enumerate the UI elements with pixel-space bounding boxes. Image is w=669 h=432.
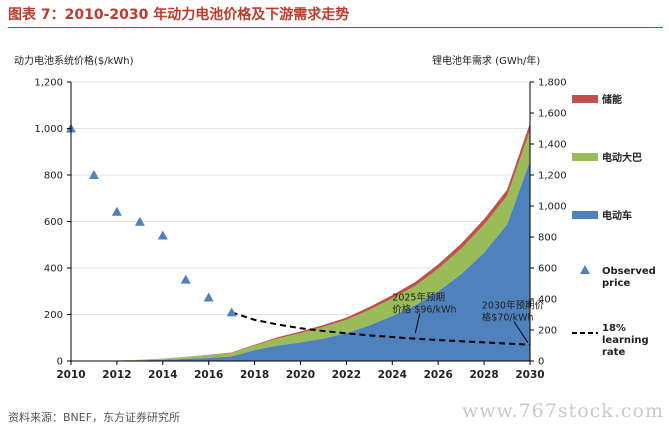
right-tick-label: 1,400 <box>538 140 567 151</box>
line-layer <box>66 123 531 346</box>
x-tick-label: 2012 <box>102 369 131 381</box>
right-tick-label: 1,200 <box>538 171 567 182</box>
source-note: 资料来源：BNEF，东方证券研究所 <box>8 411 181 424</box>
left-tick-label: 1,200 <box>34 78 63 89</box>
right-tick-label: 200 <box>538 326 557 337</box>
x-tick-label: 2014 <box>148 369 177 381</box>
annotation-2025-text: 价格 $96/kWh <box>392 304 456 316</box>
learning-rate-line <box>231 311 531 346</box>
legend-label: price <box>602 278 630 289</box>
legend-label: Observed <box>602 266 656 277</box>
observed-price-marker <box>134 216 145 226</box>
x-tick-label: 2020 <box>286 369 315 381</box>
observed-price-marker <box>157 230 168 240</box>
right-tick-label: 800 <box>538 233 557 244</box>
grid-layer <box>71 81 530 315</box>
legend-label: rate <box>602 347 625 358</box>
annotation-2030-text: 格$70/kWh <box>482 312 534 324</box>
annotation-2030-leader <box>513 321 529 343</box>
left-tick-label: 200 <box>44 310 63 321</box>
car-area <box>93 161 530 361</box>
annotation-2025-leader <box>414 313 421 334</box>
left-tick-label: 800 <box>44 171 63 182</box>
left-tick-label: 1,000 <box>34 124 63 135</box>
x-tick-label: 2018 <box>240 369 269 381</box>
observed-price-marker <box>111 206 122 216</box>
watermark: www.767stock.com <box>462 400 664 422</box>
x-tick-label: 2016 <box>194 369 223 381</box>
right-tick-label: 1,000 <box>538 202 567 213</box>
left-axis-title: 动力电池系统价格($/kWh) <box>14 54 134 67</box>
axes-layer <box>67 81 534 365</box>
area-layer <box>93 123 530 361</box>
observed-price-marker <box>180 274 191 284</box>
right-tick-label: 1,800 <box>538 78 567 89</box>
left-tick-label: 0 <box>57 357 63 368</box>
legend-triangle <box>580 265 590 274</box>
legend-label: 电动大巴 <box>602 151 642 164</box>
left-tick-label: 400 <box>44 264 63 275</box>
x-tick-label: 2022 <box>332 369 361 381</box>
x-tick-label: 2024 <box>378 369 407 381</box>
right-tick-label: 400 <box>538 295 557 306</box>
x-tick-label: 2010 <box>56 369 85 381</box>
observed-price-marker <box>226 307 237 317</box>
x-tick-label: 2026 <box>424 369 453 381</box>
legend-label: learning <box>602 335 649 346</box>
title-divider <box>8 27 663 28</box>
right-tick-label: 600 <box>538 264 557 275</box>
legend-swatch <box>572 211 598 219</box>
x-tick-label: 2030 <box>515 369 544 381</box>
legend-label: 18% <box>602 323 626 334</box>
right-tick-label: 1,600 <box>538 109 567 120</box>
observed-price-marker <box>203 292 214 302</box>
annotation-2030-text: 2030年预期价 <box>482 300 545 312</box>
left-tick-label: 600 <box>44 217 63 228</box>
label-layer: 动力电池系统价格($/kWh) 锂电池年需求 (GWh/年) 0 200 400 600 8… <box>14 54 567 381</box>
annotation-2025-text: 2025年预期 <box>392 292 445 304</box>
right-tick-label: 0 <box>538 357 544 368</box>
legend-label: 电动车 <box>602 209 632 222</box>
observed-price-marker <box>88 170 99 179</box>
right-axis-title: 锂电池年需求 (GWh/年) <box>432 54 540 67</box>
x-tick-label: 2028 <box>469 369 498 381</box>
legend-label: 储能 <box>601 93 622 106</box>
legend-swatch <box>572 95 598 103</box>
chart-title: 图表 7：2010-2030 年动力电池价格及下游需求走势 <box>8 7 350 23</box>
legend-swatch <box>572 153 598 161</box>
